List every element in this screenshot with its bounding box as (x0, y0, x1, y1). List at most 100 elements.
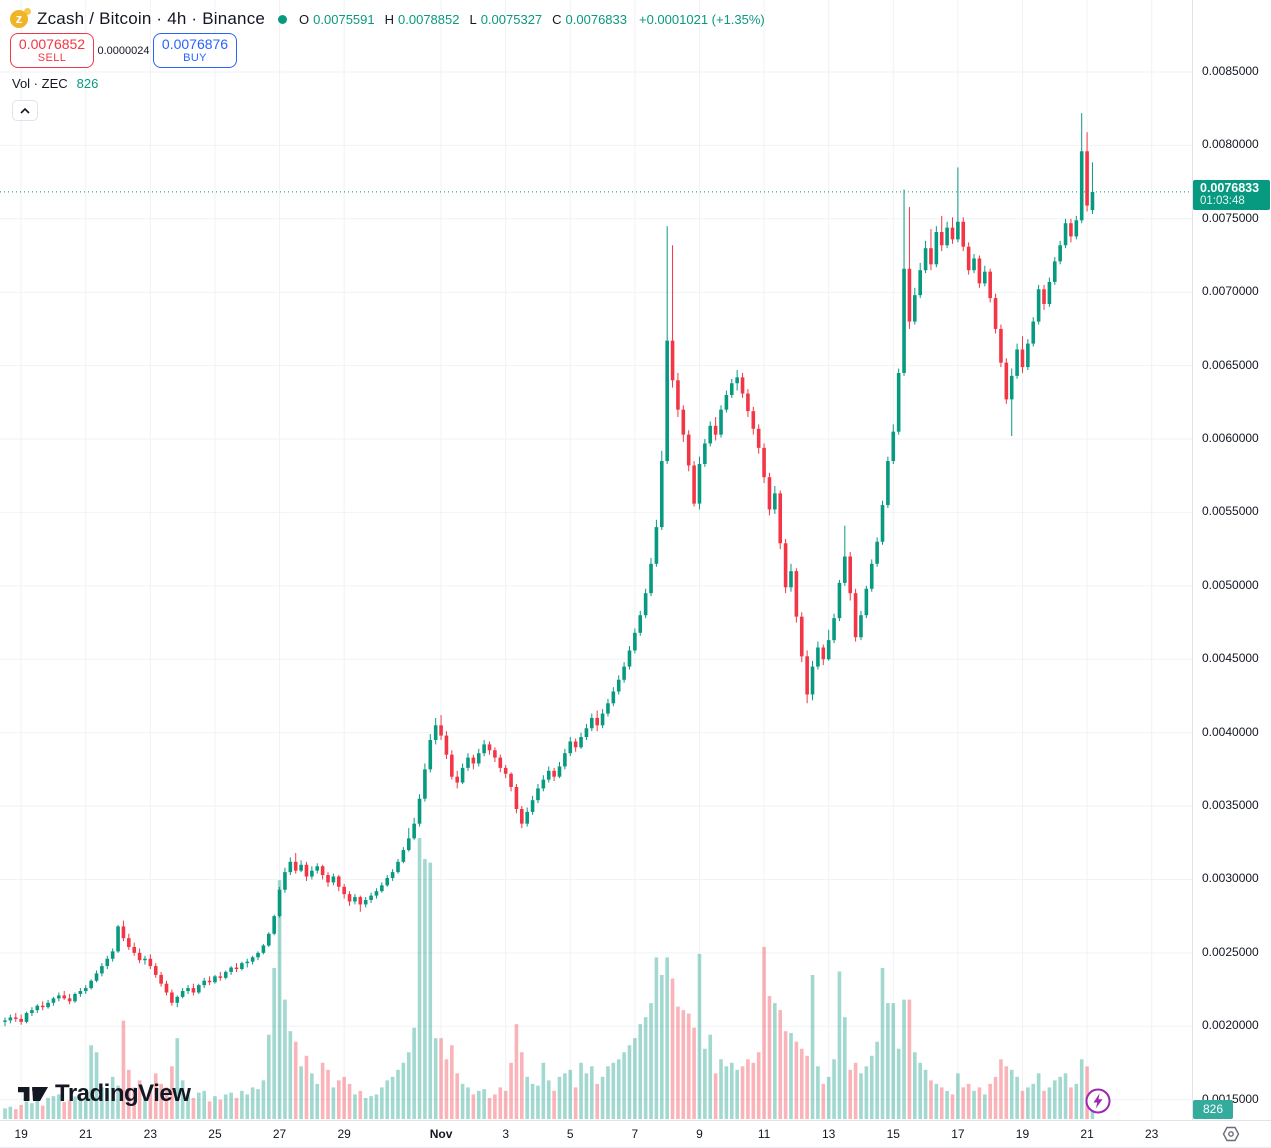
volume-bar (972, 1090, 976, 1119)
candle (476, 753, 481, 764)
volume-bar (923, 1069, 928, 1119)
volume-bar (197, 1092, 201, 1119)
volume-bar (552, 1090, 556, 1119)
volume-bar (659, 974, 664, 1119)
volume-bar (358, 1090, 363, 1119)
candle (406, 838, 411, 851)
volume-bar (164, 1087, 169, 1119)
candle (347, 894, 352, 902)
ohlc-legend: O 0.0075591 H 0.0078852 L 0.0075327 C 0.0076… (299, 12, 765, 27)
volume-bar (180, 1080, 185, 1119)
volume-bar (789, 1032, 793, 1119)
volume-indicator-label: Vol · ZEC (12, 76, 68, 91)
volume-bar (62, 1102, 67, 1119)
volume-bar (1069, 1087, 1073, 1119)
volume-bar (234, 1097, 239, 1119)
volume-bar (783, 1031, 788, 1119)
candle (751, 411, 756, 429)
volume-bar (412, 1027, 416, 1119)
tradingview-logo[interactable]: TradingView (18, 1080, 191, 1108)
candle (950, 227, 955, 240)
volume-bar (509, 1062, 513, 1119)
volume-bar (353, 1094, 357, 1119)
volume-bar (546, 1080, 551, 1119)
buy-button[interactable]: 0.0076876 BUY (153, 33, 237, 68)
volume-bar (1004, 1066, 1009, 1119)
volume-bar (676, 1006, 680, 1119)
candle (913, 295, 917, 322)
volume-bar (455, 1073, 460, 1119)
candle (880, 505, 885, 542)
time-axis-settings-icon[interactable] (1222, 1125, 1240, 1143)
volume-bar (681, 1010, 686, 1119)
candle (127, 938, 131, 947)
candle (503, 767, 508, 774)
candle (1031, 321, 1036, 344)
price-axis[interactable]: 0.0085000 0.0080000 0.0075000 0.0070000 0.00… (1192, 0, 1271, 1148)
volume-bar (116, 1085, 120, 1119)
volume-bar (799, 1048, 804, 1119)
volume-bar (1042, 1090, 1046, 1119)
candle (869, 563, 874, 589)
price-tick-label: 0.0025000 (1202, 944, 1259, 959)
sell-button[interactable]: 0.0076852 SELL (10, 33, 94, 68)
volume-bar (945, 1090, 949, 1119)
volume-bar (471, 1094, 476, 1119)
candle (999, 328, 1003, 363)
candle (902, 268, 906, 373)
candle (826, 640, 831, 660)
candle (584, 728, 589, 738)
volume-bar (816, 1066, 820, 1119)
volume-bar (272, 967, 276, 1119)
candle (35, 1005, 40, 1011)
candle (972, 258, 976, 271)
candle (773, 493, 777, 510)
sell-price: 0.0076852 (18, 36, 86, 52)
volume-bar (121, 1020, 126, 1119)
lightning-icon[interactable] (1084, 1087, 1112, 1115)
volume-bar (875, 1041, 879, 1119)
candle (740, 377, 745, 394)
time-axis[interactable]: 19 21 23 25 27 29 Nov 3 5 7 9 11 13 15 17 19 21 23 (0, 1120, 1271, 1148)
volume-bar (320, 1062, 325, 1119)
candle (643, 593, 648, 616)
volume-bar (525, 1076, 529, 1119)
price-tick-label: 0.0070000 (1202, 284, 1259, 299)
candle (595, 717, 599, 726)
candle (536, 788, 540, 801)
volume-bar (859, 1073, 863, 1119)
volume-indicator-legend[interactable]: Vol · ZEC 826 (12, 76, 98, 91)
price-tick-label: 0.0020000 (1202, 1018, 1259, 1033)
candle (676, 380, 680, 410)
volume-bar (735, 1069, 739, 1119)
volume-bar (326, 1069, 330, 1119)
candle (213, 976, 217, 983)
collapse-legend-button[interactable] (12, 100, 38, 121)
time-tick-label: 5 (566, 1127, 574, 1141)
volume-bar (213, 1096, 217, 1119)
candle (137, 952, 142, 961)
volume-bar (719, 1059, 723, 1119)
price-tick-label: 0.0030000 (1202, 871, 1259, 886)
volume-bar (880, 967, 885, 1119)
candle (843, 556, 847, 583)
candle (24, 1013, 29, 1022)
volume-bar (692, 1027, 696, 1119)
candle (1004, 362, 1009, 400)
candle (240, 963, 244, 970)
candle (923, 248, 928, 271)
candle (848, 556, 853, 594)
volume-bar (369, 1096, 373, 1119)
volume-bar (832, 1059, 836, 1119)
volume-bar (207, 1101, 212, 1119)
volume-bar (261, 1080, 266, 1119)
symbol-title[interactable]: Zcash / Bitcoin · 4h · Binance (37, 9, 266, 28)
candle (315, 866, 320, 871)
volume-bar (100, 1087, 104, 1119)
candle (380, 885, 384, 892)
volume-bar (304, 1055, 309, 1119)
order-panel: 0.0076852 SELL 0.0000024 0.0076876 BUY (10, 33, 237, 68)
price-tick-label: 0.0040000 (1202, 724, 1259, 739)
volume-bar (186, 1094, 190, 1119)
